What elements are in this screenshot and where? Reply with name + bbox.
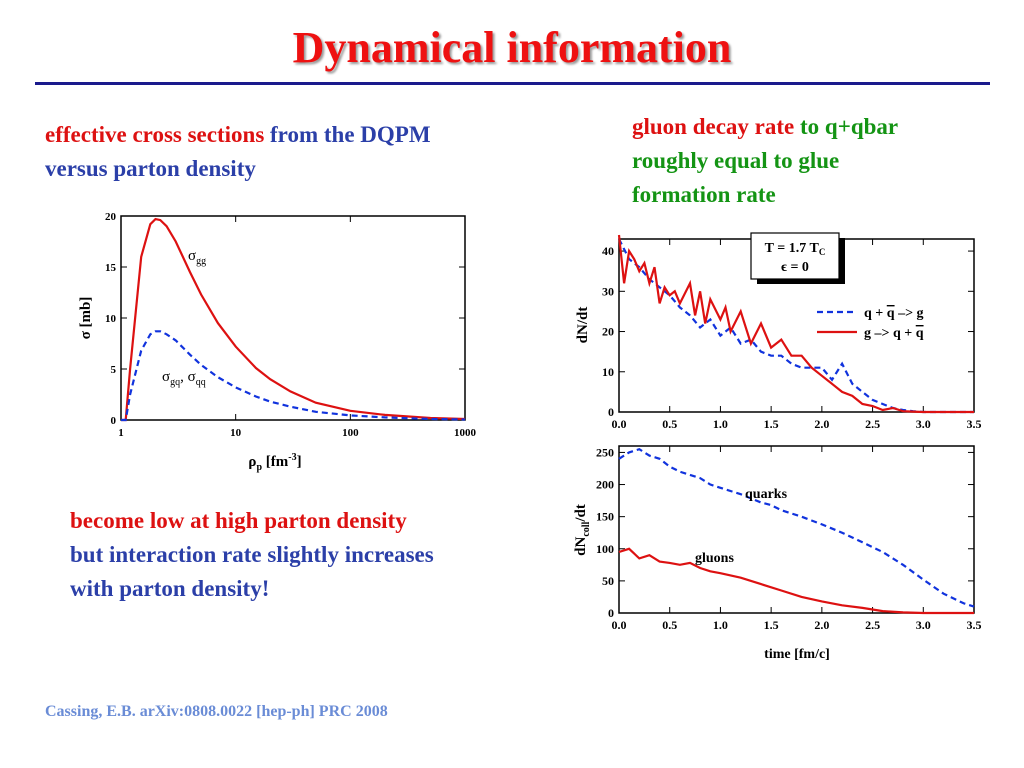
left-caption-part3: DQPM — [360, 122, 431, 147]
citation: Cassing, E.B. arXiv:0808.0022 [hep-ph] P… — [45, 703, 388, 720]
legend-label-q-qbar-to-g: q + q –> g — [864, 306, 924, 321]
sigma-gq-qq-label: σgq, σqq — [162, 369, 206, 388]
x-tick-label: 100 — [342, 427, 359, 439]
y-tick-label: 150 — [596, 510, 614, 524]
y-tick-label: 200 — [596, 478, 614, 492]
g-to-q-qbar-curve — [617, 234, 974, 414]
x-tick-label: 1000 — [454, 427, 477, 439]
y-tick-label: 15 — [105, 262, 117, 274]
collision-rate-chart: 0.0 0.5 1.0 1.5 2.0 2.5 3.0 3.5050100150200250 … — [573, 445, 982, 662]
y-tick-label: 10 — [105, 313, 117, 325]
y-tick-label: 30 — [602, 284, 614, 298]
x-tick-label: 3.0 — [916, 417, 931, 431]
bottom-caption: become low at high parton density but in… — [70, 504, 434, 606]
right-caption-line2: roughly equal to glue — [632, 148, 840, 173]
right-caption-part1: gluon decay rate — [632, 114, 795, 139]
sigma-gg-curve — [121, 217, 466, 422]
left-caption-line1: effective cross sections from the DQPM — [45, 118, 431, 152]
x-tick-label: 2.0 — [814, 417, 829, 431]
right-caption: gluon decay rate to q+qbar roughly equal… — [632, 110, 898, 212]
bottom-caption-line3: with parton density! — [70, 576, 270, 601]
right-caption-line3: formation rate — [632, 182, 776, 207]
cross-section-chart: 1 10 100 1000 0 5 10 15 20 σgg σgq, σqq σ [mb] ρ… — [78, 211, 477, 473]
y-tick-label: 50 — [602, 574, 614, 588]
y-tick-label: 0 — [608, 606, 614, 620]
y-tick-label: 0 — [608, 405, 614, 419]
left-caption-part1: effective cross sections — [45, 122, 265, 147]
plot-frame — [618, 445, 975, 614]
quarks-curve — [618, 447, 975, 608]
legend: q + q –> g g –> q + q — [817, 306, 924, 341]
x-tick-label: 1.0 — [713, 417, 728, 431]
y-tick-label: 40 — [602, 244, 614, 258]
x-tick-label: 3.5 — [967, 618, 982, 632]
y-tick-label: 100 — [596, 542, 614, 556]
y-axis-title: σ [mb] — [78, 297, 94, 340]
y-tick-label: 5 — [111, 364, 117, 376]
slide-title: Dynamical information — [292, 23, 732, 72]
x-tick-label: 2.5 — [865, 618, 880, 632]
y-axis-title: dNcoll/dt — [573, 504, 592, 556]
y-tick-label: 20 — [105, 211, 117, 223]
annotation-box: T = 1.7 TC ϵ = 0 — [750, 232, 845, 284]
decay-rate-chart: 0.0 0.5 1.0 1.5 2.0 2.5 3.0 3.5 0 10 20 30 40 T = 1.… — [575, 232, 982, 431]
title-divider — [35, 82, 990, 85]
x-tick-label: 1.0 — [713, 618, 728, 632]
x-tick-label: 0.5 — [662, 417, 677, 431]
quarks-label: quarks — [745, 487, 788, 502]
gluons-curve — [618, 547, 974, 615]
x-tick-label: 2.5 — [865, 417, 880, 431]
annotation-epsilon: ϵ = 0 — [781, 260, 809, 275]
x-tick-label: 0.0 — [612, 618, 627, 632]
x-tick-label: 2.0 — [814, 618, 829, 632]
x-tick-label: 1.5 — [764, 618, 779, 632]
annotation-temperature: T = 1.7 TC — [765, 241, 826, 257]
x-tick-label: 3.0 — [916, 618, 931, 632]
right-caption-part2: to q+qbar — [794, 114, 899, 139]
x-tick-label: 0.0 — [612, 417, 627, 431]
sigma-gg-label: σgg — [188, 248, 206, 267]
y-tick-label: 0 — [111, 415, 117, 427]
y-tick-label: 20 — [602, 325, 614, 339]
left-caption: effective cross sections from the DQPM v… — [45, 118, 431, 186]
right-caption-line1: gluon decay rate to q+qbar — [632, 110, 898, 144]
legend-label-g-to-q-qbar: g –> q + q — [864, 326, 924, 341]
x-tick-label: 3.5 — [967, 417, 982, 431]
y-tick-label: 250 — [596, 445, 614, 459]
gluons-label: gluons — [695, 551, 734, 566]
x-axis-title: time [fm/c] — [764, 647, 830, 662]
x-axis-title: ρp [fm-3] — [248, 452, 301, 473]
y-tick-label: 10 — [602, 365, 614, 379]
x-tick-label: 1.5 — [764, 417, 779, 431]
bottom-caption-line1: become low at high parton density — [70, 508, 407, 533]
left-caption-line2: versus parton density — [45, 156, 256, 181]
left-caption-part2: from the — [264, 122, 361, 147]
x-tick-label: 1 — [118, 427, 124, 439]
x-tick-label: 10 — [230, 427, 242, 439]
plot-frame — [120, 215, 466, 421]
sigma-gq-qq-curve — [121, 330, 466, 422]
y-axis-title: dN/dt — [575, 307, 591, 344]
x-tick-label: 0.5 — [662, 618, 677, 632]
bottom-caption-line2: but interaction rate slightly increases — [70, 542, 434, 567]
